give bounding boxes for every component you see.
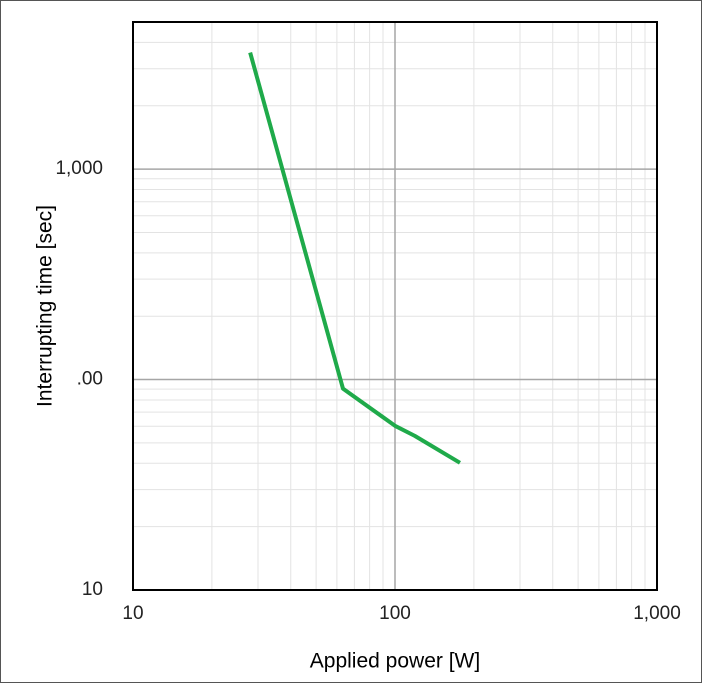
y-tick-label: 1,000 xyxy=(55,158,103,179)
x-tick-label: 100 xyxy=(379,603,411,624)
x-tick-label: 10 xyxy=(122,603,143,624)
y-axis-label: Interrupting time [sec] xyxy=(34,205,57,407)
x-axis-label: Applied power [W] xyxy=(310,650,480,673)
plot-border xyxy=(132,21,658,591)
y-tick-label: 10 xyxy=(82,579,103,600)
line-series xyxy=(248,52,461,465)
y-tick-label: .00 xyxy=(77,369,103,390)
x-tick-label: 1,000 xyxy=(633,603,681,624)
